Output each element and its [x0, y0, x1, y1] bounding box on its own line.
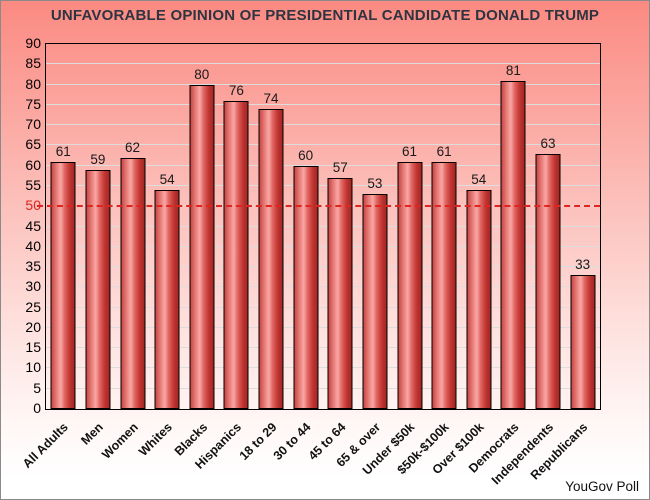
bar-slot: 61: [392, 44, 427, 409]
gridline-65: [46, 144, 600, 146]
y-axis-tick-label-50: 50: [25, 197, 41, 214]
gridline-35: [46, 266, 600, 268]
bar-independents: [535, 153, 561, 409]
y-axis-tick-label-90: 90: [25, 35, 41, 51]
y-axis-tick-label-80: 80: [25, 75, 41, 92]
bar-republicans: [570, 275, 596, 409]
x-axis: All Adults Men Women Whites Blacks Hispanics 1…: [20, 410, 599, 487]
gridline-25: [46, 306, 600, 308]
gridline-55: [46, 184, 600, 186]
bar-slot: 33: [565, 44, 600, 409]
x-axis-category-label-women: Women: [98, 420, 141, 462]
y-axis-tick-label-20: 20: [25, 318, 41, 335]
bar-hispanics: [223, 100, 249, 409]
bar-value-label: 63: [540, 135, 556, 151]
gridline-85: [46, 63, 600, 65]
y-axis-tick-label-85: 85: [25, 55, 41, 72]
bar-value-label: 62: [125, 139, 141, 155]
bar-slot: 62: [115, 44, 150, 409]
y-axis-tick-label-70: 70: [25, 116, 41, 133]
bar-30-to-44: [293, 165, 319, 409]
bar-slot: 81: [496, 44, 531, 409]
y-axis-tick-label-0: 0: [33, 400, 41, 416]
gridline-60: [46, 164, 600, 166]
bar-slot: 74: [254, 44, 289, 409]
y-axis-tick-label-45: 45: [25, 217, 41, 234]
bar-whites: [154, 190, 180, 409]
gridline-80: [46, 83, 600, 85]
x-axis-category-label-all-adults: All Adults: [20, 420, 72, 471]
bar-slot: 53: [358, 44, 393, 409]
bar-slot: 54: [150, 44, 185, 409]
x-axis-category-label-men: Men: [78, 420, 106, 448]
bar-slot: 76: [219, 44, 254, 409]
bar-under-50k: [397, 161, 423, 409]
bar--50k-100k: [431, 161, 457, 409]
bar-democrats: [500, 80, 526, 409]
y-axis-tick-label-60: 60: [25, 156, 41, 173]
bar-all-adults: [50, 161, 76, 409]
y-axis-tick-label-75: 75: [25, 95, 41, 112]
gridline-30: [46, 286, 600, 288]
chart-title: UNFAVORABLE OPINION OF PRESIDENTIAL CAND…: [50, 7, 600, 24]
bar-slot: 59: [81, 44, 116, 409]
x-axis-category-label-whites: Whites: [136, 420, 176, 459]
bar-slot: 80: [185, 44, 220, 409]
gridline-70: [46, 124, 600, 126]
bar-45-to-64: [327, 177, 353, 409]
y-axis-tick-label-10: 10: [25, 359, 41, 376]
bar-value-label: 61: [55, 143, 71, 159]
bar-slot: 54: [462, 44, 497, 409]
gridline-40: [46, 245, 600, 247]
bar-value-label: 54: [159, 172, 175, 187]
bar-value-label: 60: [298, 147, 314, 163]
bar-value-label: 80: [194, 66, 210, 82]
bar-value-label: 81: [505, 62, 521, 78]
bar-18-to-29: [258, 108, 284, 409]
bar-blacks: [189, 84, 215, 409]
bar-men: [85, 169, 111, 409]
bar-value-label: 59: [90, 151, 106, 167]
bar-slot: 63: [531, 44, 566, 409]
y-axis-tick-label-15: 15: [25, 339, 41, 356]
bar-value-label: 33: [575, 257, 591, 273]
bar-slot: 57: [323, 44, 358, 409]
bar-65-over: [362, 194, 388, 409]
bar-slot: 60: [288, 44, 323, 409]
bar-women: [120, 157, 146, 409]
bar-over-100k: [466, 190, 492, 409]
bar-value-label: 61: [436, 143, 452, 159]
x-axis-category-label-18-to-29: 18 to 29: [236, 420, 280, 463]
bar-value-label: 57: [332, 159, 348, 175]
gridline-20: [46, 326, 600, 328]
y-axis-tick-label-40: 40: [25, 237, 41, 254]
plot-area: 61 59 62 54 80 76 74 60 57 53 61 61 54 81 63 33: [37, 43, 601, 410]
gridline-10: [46, 367, 600, 369]
bar-value-label: 53: [367, 176, 383, 192]
gridline-15: [46, 347, 600, 349]
y-axis: 0 5 10 15 20 25 30 35 40 45 50 55 60 65 70 75 80 85 90: [1, 35, 41, 416]
gridline-75: [46, 103, 600, 105]
bar-value-label: 74: [263, 90, 279, 106]
y-axis-tick-label-65: 65: [25, 136, 41, 153]
y-axis-tick-label-35: 35: [25, 258, 41, 275]
source-attribution: YouGov Poll: [565, 479, 639, 494]
gridline-5: [46, 387, 600, 389]
y-axis-tick-label-5: 5: [33, 379, 41, 396]
bar-value-label: 54: [471, 172, 487, 187]
y-axis-tick-label-55: 55: [25, 176, 41, 193]
y-axis-tick-label-25: 25: [25, 298, 41, 315]
bar-slot: 61: [46, 44, 81, 409]
y-axis-tick-label-30: 30: [25, 278, 41, 295]
bar-slot: 61: [427, 44, 462, 409]
bar-value-label: 76: [228, 82, 244, 98]
reference-line-50: [37, 205, 600, 208]
bar-value-label: 61: [402, 143, 418, 159]
gridline-45: [46, 225, 600, 227]
